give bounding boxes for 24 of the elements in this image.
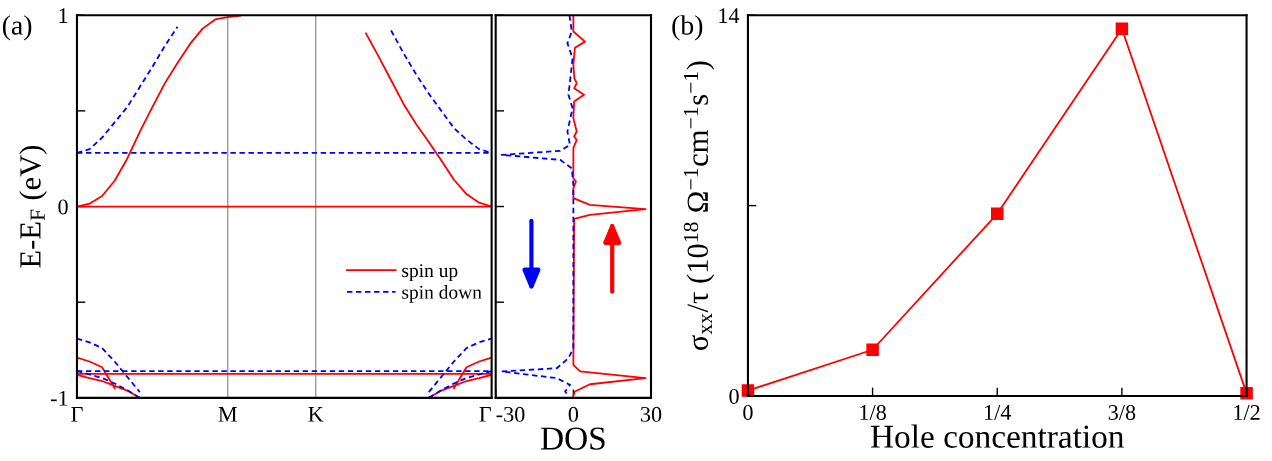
x-tick-label: 0	[743, 404, 753, 420]
legend-label: spin down	[402, 285, 482, 303]
legend-label: spin up	[402, 264, 458, 282]
x-tick-label: K	[308, 407, 324, 422]
x-tick-label: 1/2	[1234, 405, 1260, 420]
x-tick-label: Γ	[479, 407, 491, 422]
x-tick-label: 30	[640, 406, 662, 422]
x-axis-title: Hole concentration	[870, 424, 1124, 448]
text: (b)	[672, 15, 703, 41]
x-tick-label: 3/8	[1108, 404, 1136, 420]
x-tick-label: 1/4	[985, 405, 1012, 420]
y-tick-label: 1	[59, 8, 68, 23]
x-tick-label: -30	[496, 406, 525, 422]
text: (a)	[2, 15, 32, 41]
y-axis-title: E-E$_{F}$ (eV)	[19, 145, 47, 268]
x-axis-title: DOS	[540, 427, 605, 450]
x-tick-label: 1/8	[860, 404, 886, 420]
text: σ$_{xx}$/τ (10$^{18}$ Ω$^{−1}$cm$^{−1}$s$^{−1}$)	[683, 61, 715, 351]
x-tick-label: Γ	[71, 407, 83, 422]
x-tick-label: M	[218, 407, 237, 422]
y-tick-label: 14	[719, 8, 740, 23]
y-tick-label: -1	[50, 390, 68, 406]
y-tick-label: 0	[58, 199, 68, 215]
x-tick-label: 0	[568, 406, 579, 422]
